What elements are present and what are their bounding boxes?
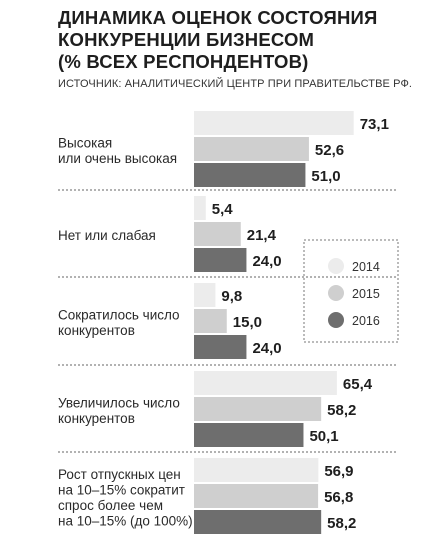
category-label-2-line-1: Нет или слабая [58, 228, 156, 243]
bar-2015-group-3 [194, 309, 227, 333]
value-label-2015-group-4: 58,2 [327, 402, 356, 419]
value-label-2015-group-1: 52,6 [315, 142, 344, 159]
bar-2014-group-2 [194, 196, 206, 220]
category-label-5-line-2: на 10–15% сократит [58, 482, 185, 497]
category-label-1-line-1: Высокая [58, 135, 112, 150]
bar-2015-group-5 [194, 484, 319, 508]
bar-2015-group-1 [194, 137, 309, 161]
value-label-2015-group-5: 56,8 [324, 489, 353, 506]
value-label-2015-group-2: 21,4 [247, 227, 277, 244]
legend-label-2015: 2015 [352, 287, 380, 301]
bar-2016-group-3 [194, 335, 247, 359]
value-label-2014-group-5: 56,9 [324, 463, 353, 480]
value-label-2016-group-4: 50,1 [309, 428, 338, 445]
value-label-2016-group-2: 24,0 [252, 253, 281, 270]
value-label-2014-group-1: 73,1 [360, 116, 389, 133]
title-line-2: КОНКУРЕНЦИИ БИЗНЕСОМ [58, 29, 315, 50]
title-line-3: (% ВСЕХ РЕСПОНДЕНТОВ) [58, 51, 309, 72]
value-label-2014-group-3: 9,8 [221, 288, 242, 305]
category-label-5-line-3: спрос более чем [58, 498, 163, 513]
legend-box [303, 239, 399, 343]
category-label-4-line-1: Увеличилось число [58, 395, 180, 410]
legend-label-2016: 2016 [352, 314, 380, 328]
category-label-5-line-4: на 10–15% (до 100%) [58, 513, 193, 528]
value-label-2014-group-4: 65,4 [343, 376, 373, 393]
bar-2016-group-4 [194, 423, 304, 447]
source-note: ИСТОЧНИК: АНАЛИТИЧЕСКИЙ ЦЕНТР ПРИ ПРАВИТ… [58, 78, 413, 90]
bar-2016-group-5 [194, 510, 322, 534]
category-label-4-line-2: конкурентов [58, 411, 135, 426]
category-label-1-line-2: или очень высокая [58, 151, 177, 166]
category-label-5-line-1: Рост отпускных цен [58, 467, 181, 482]
bar-2014-group-1 [194, 111, 354, 135]
legend-label-2014: 2014 [352, 260, 380, 274]
bar-2015-group-2 [194, 222, 241, 246]
title-line-1: ДИНАМИКА ОЦЕНОК СОСТОЯНИЯ [58, 7, 378, 28]
value-label-2016-group-5: 58,2 [327, 515, 356, 532]
bar-2014-group-3 [194, 283, 216, 307]
value-label-2015-group-3: 15,0 [233, 314, 262, 331]
bar-2015-group-4 [194, 397, 322, 421]
bar-2014-group-4 [194, 371, 337, 395]
value-label-2014-group-2: 5,4 [212, 201, 234, 218]
category-label-3-line-2: конкурентов [58, 323, 135, 338]
bar-2016-group-2 [194, 248, 247, 272]
bar-2014-group-5 [194, 458, 319, 482]
legend-swatch-2015 [328, 285, 344, 301]
chart-title: ДИНАМИКА ОЦЕНОК СОСТОЯНИЯ КОНКУРЕНЦИИ БИ… [58, 7, 428, 73]
legend-swatch-2014 [328, 258, 344, 274]
legend-swatch-2016 [328, 312, 344, 328]
category-label-3-line-1: Сократилось число [58, 307, 180, 322]
value-label-2016-group-3: 24,0 [252, 340, 281, 357]
value-label-2016-group-1: 51,0 [311, 168, 340, 185]
bar-2016-group-1 [194, 163, 306, 187]
